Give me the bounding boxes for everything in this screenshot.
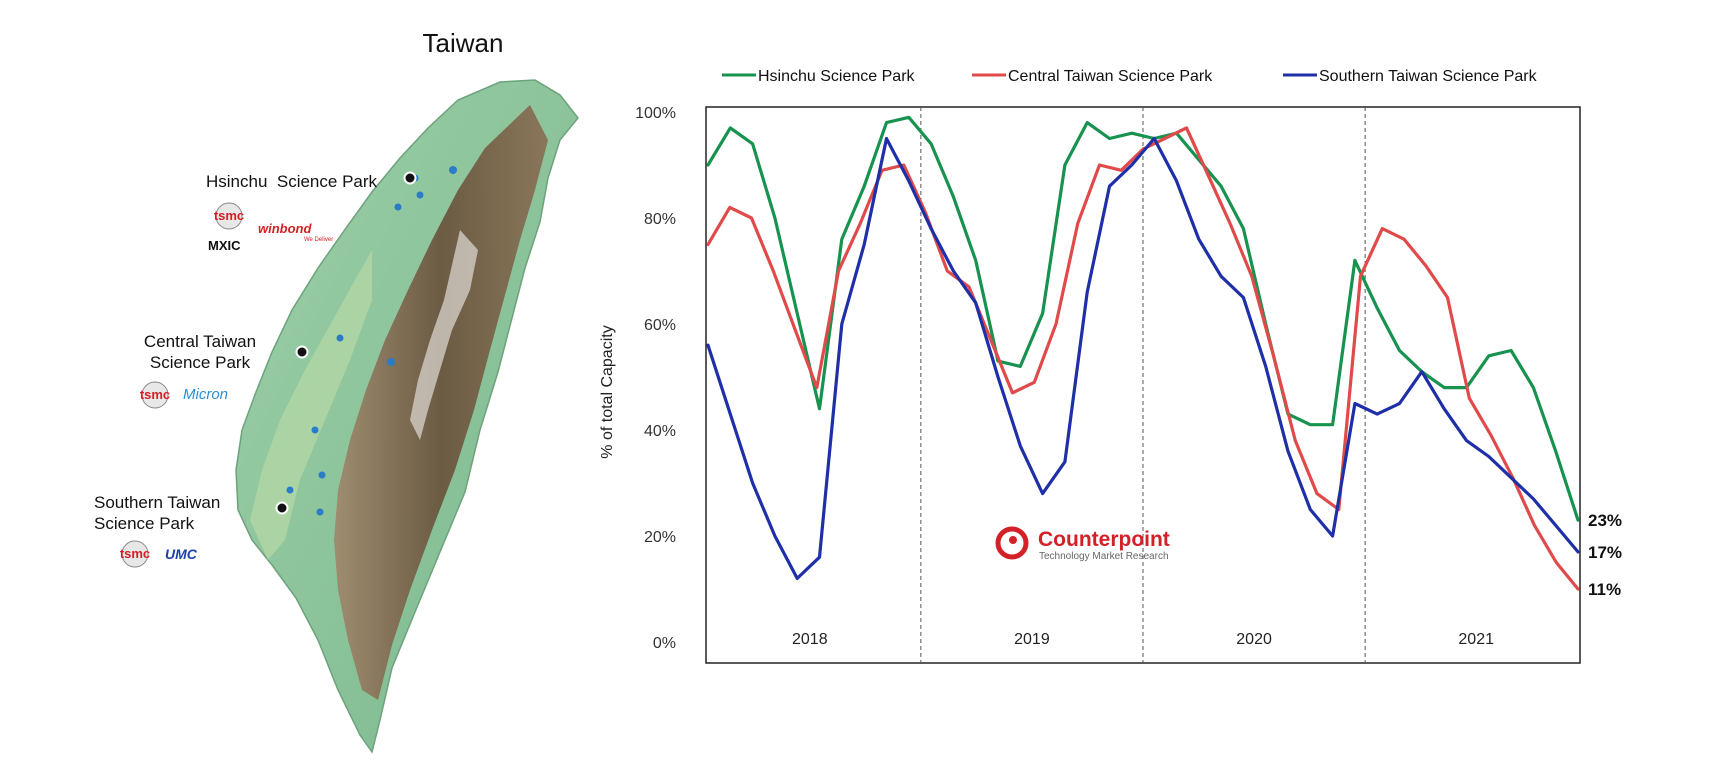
y-axis-label: % of total Capacity	[599, 325, 616, 458]
svg-text:UMC: UMC	[165, 546, 198, 562]
svg-text:tsmc: tsmc	[140, 387, 170, 402]
counterpoint-tagline: Technology Market Research	[1039, 551, 1169, 562]
western-plain	[250, 250, 372, 560]
counterpoint-brand: Counterpoint	[1038, 528, 1170, 551]
reservoir-dot	[316, 508, 324, 516]
year-dividers	[920, 107, 1366, 663]
central-park-location	[295, 345, 309, 359]
reservoir-dot	[336, 334, 344, 342]
reservoir-dot	[416, 191, 424, 199]
series-line	[706, 136, 1580, 581]
y-tick-label: 20%	[644, 529, 676, 546]
hsinchu-park-label: Hsinchu Science Park	[206, 172, 378, 191]
southern-park-location	[275, 501, 289, 515]
year-label: 2020	[1236, 631, 1272, 648]
reservoir-dot	[311, 426, 319, 434]
svg-text:We Deliver: We Deliver	[304, 237, 333, 243]
southern-park-label-line1: Southern Taiwan	[94, 493, 220, 512]
series-lines	[706, 115, 1580, 591]
counterpoint-logo-icon	[995, 526, 1029, 560]
mxic-logo: MXIC	[208, 238, 241, 253]
svg-text:MXIC: MXIC	[208, 238, 241, 253]
y-tick-label: 0%	[653, 635, 676, 652]
reservoir-dot	[449, 166, 457, 174]
counterpoint-watermark: Counterpoint Technology Market Research	[995, 526, 1170, 562]
y-tick-label: 40%	[644, 423, 676, 440]
central-park-label-line1: Central Taiwan	[144, 332, 256, 351]
reservoir-dot	[318, 471, 326, 479]
umc-logo: UMC	[165, 546, 198, 562]
series-line	[706, 126, 1580, 591]
tsmc-logo: tsmc	[140, 381, 170, 409]
reservoir-dot	[387, 358, 395, 366]
end-value-label: 17%	[1588, 543, 1622, 562]
tsmc-logo: tsmc	[120, 540, 150, 568]
counterpoint-logo-dot	[1009, 536, 1017, 544]
end-value-label: 23%	[1588, 511, 1622, 530]
capacity-line-chart: Hsinchu Science Park Central Taiwan Scie…	[599, 68, 1622, 664]
hsinchu-park-location	[403, 171, 417, 185]
reservoir-markers	[286, 166, 457, 516]
central-park-label-line2: Science Park	[150, 353, 251, 372]
end-value-label: 11%	[1588, 580, 1621, 599]
y-tick-label: 80%	[644, 211, 676, 228]
reservoir-dot	[394, 203, 402, 211]
map-title: Taiwan	[423, 28, 504, 58]
southern-park-label-line2: Science Park	[94, 514, 195, 533]
svg-text:Micron: Micron	[183, 386, 228, 403]
svg-text:tsmc: tsmc	[214, 208, 244, 223]
taiwan-map-panel: Taiwan Hsinchu Science Park	[94, 28, 579, 754]
legend-label-central: Central Taiwan Science Park	[1008, 68, 1213, 85]
central-mountain-range	[334, 105, 548, 700]
mountain-peaks	[410, 230, 478, 440]
series-line	[706, 115, 1580, 522]
y-tick-label: 100%	[635, 105, 676, 122]
winbond-logo: winbond We Deliver	[258, 221, 333, 243]
micron-logo: Micron	[183, 386, 228, 403]
year-labels: 2018 2019 2020 2021	[792, 631, 1494, 648]
year-label: 2021	[1458, 631, 1494, 648]
year-label: 2019	[1014, 631, 1050, 648]
legend-label-hsinchu: Hsinchu Science Park	[758, 68, 916, 85]
chart-legend: Hsinchu Science Park Central Taiwan Scie…	[722, 68, 1538, 85]
svg-text:tsmc: tsmc	[120, 546, 150, 561]
year-label: 2018	[792, 631, 828, 648]
tsmc-logo: tsmc	[214, 202, 244, 230]
svg-text:winbond: winbond	[258, 221, 312, 236]
y-tick-label: 60%	[644, 317, 676, 334]
legend-label-southern: Southern Taiwan Science Park	[1319, 68, 1538, 85]
y-tick-labels: 0% 20% 40% 60% 80% 100%	[635, 105, 676, 652]
reservoir-dot	[286, 486, 294, 494]
end-value-labels: 23% 11% 17%	[1588, 511, 1622, 599]
